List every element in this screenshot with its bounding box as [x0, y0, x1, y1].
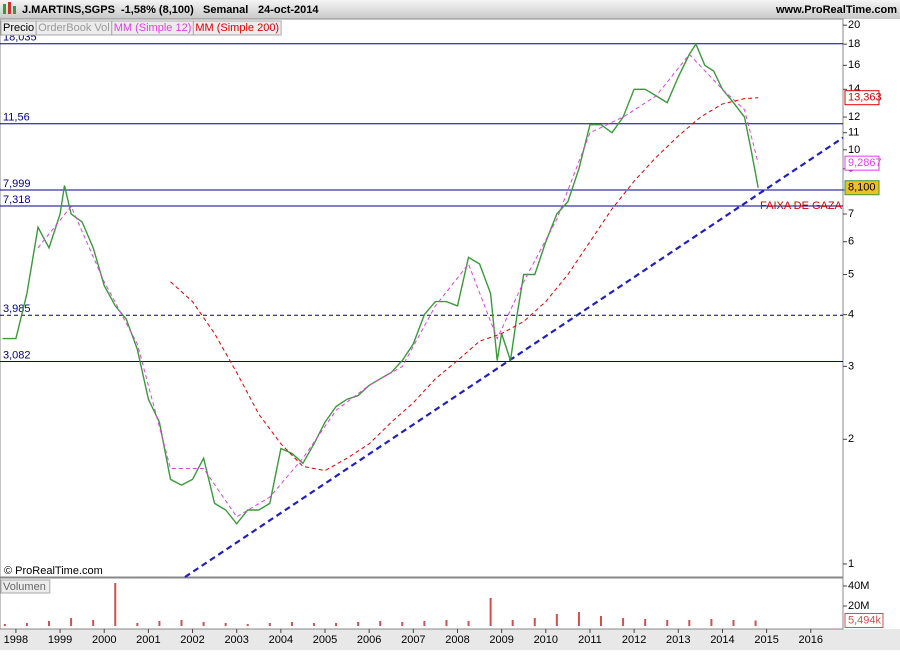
- volume-title: Volumen: [3, 581, 46, 593]
- y-tick-label: 2: [848, 433, 854, 445]
- end-label-box: [844, 155, 880, 171]
- level-label: 7,318: [3, 194, 31, 206]
- volume-panel: [0, 577, 844, 630]
- y-tick-label: 18: [848, 38, 860, 50]
- y-tick-label: 12: [848, 111, 860, 123]
- volume-end-label: 5,494k: [848, 614, 882, 626]
- tab-label: Precio: [3, 22, 34, 34]
- x-tick-label: 1999: [48, 634, 72, 646]
- tab: [192, 20, 282, 36]
- x-tick-label: 2014: [710, 634, 734, 646]
- x-tick-label: 2015: [754, 634, 778, 646]
- x-tick-label: 2003: [224, 634, 248, 646]
- change: -1,58% (8,100): [121, 4, 194, 16]
- x-tick-label: 2001: [136, 634, 160, 646]
- y-tick-label: 10: [848, 144, 860, 156]
- y-tick-label: 16: [848, 59, 860, 71]
- moving-average: [37, 53, 759, 518]
- end-label: 9,2867: [848, 157, 882, 169]
- x-tick-label: 2016: [799, 634, 823, 646]
- period: Semanal: [203, 4, 248, 16]
- y-tick-label: 4: [848, 309, 854, 321]
- moving-average: [170, 97, 759, 472]
- x-axis-band: [0, 629, 900, 650]
- x-tick-label: 2000: [92, 634, 116, 646]
- x-tick-label: 2013: [666, 634, 690, 646]
- end-label-box: [844, 180, 880, 196]
- end-label: 8,100: [848, 182, 876, 194]
- end-label: 13,363: [848, 92, 882, 104]
- date: 24-oct-2014: [258, 4, 319, 16]
- y-tick-label: 20: [848, 19, 860, 31]
- annotation: FAIXA DE GAZA: [760, 200, 843, 212]
- x-tick-label: 2009: [489, 634, 513, 646]
- tab-label: OrderBook Vol: [38, 22, 110, 34]
- x-tick-label: 2002: [180, 634, 204, 646]
- price-line: [2, 42, 759, 525]
- y-tick-label: 3: [848, 360, 854, 372]
- y-tick-label: 1: [848, 558, 854, 570]
- y-tick-label: 7: [848, 208, 854, 220]
- x-tick-label: 1998: [4, 634, 28, 646]
- header-bar: [0, 0, 900, 19]
- price-panel: [0, 18, 844, 578]
- tab-label: MM (Simple 12): [114, 22, 192, 34]
- header-icon: [3, 2, 16, 14]
- x-tick-label: 2012: [622, 634, 646, 646]
- x-tick-label: 2006: [357, 634, 381, 646]
- x-tick-label: 2008: [445, 634, 469, 646]
- volume-tick-label: 40M: [848, 580, 869, 592]
- volume-tab: [0, 579, 51, 594]
- symbol: J.MARTINS,SGPS: [22, 4, 115, 16]
- x-tick-label: 2011: [578, 634, 602, 646]
- volume-end-box: [844, 613, 884, 629]
- y-tick-label: 11: [848, 127, 859, 139]
- trendline: [184, 136, 844, 578]
- level-label: 3,082: [3, 349, 31, 361]
- level-label: 7,999: [3, 178, 31, 190]
- y-tick-label: 6: [848, 236, 854, 248]
- tab-label: MM (Simple 200): [195, 22, 279, 34]
- x-tick-label: 2004: [269, 634, 293, 646]
- x-tick-label: 2005: [313, 634, 337, 646]
- x-tick-label: 2007: [401, 634, 425, 646]
- level-label: 11,56: [3, 112, 30, 124]
- site: www.ProRealTime.com: [775, 4, 897, 16]
- copyright: © ProRealTime.com: [4, 565, 103, 577]
- x-tick-label: 2010: [534, 634, 558, 646]
- level-label: 3,985: [3, 303, 31, 315]
- y-tick-label: 5: [848, 268, 854, 280]
- volume-tick-label: 20M: [848, 600, 869, 612]
- end-label-box: [844, 90, 880, 106]
